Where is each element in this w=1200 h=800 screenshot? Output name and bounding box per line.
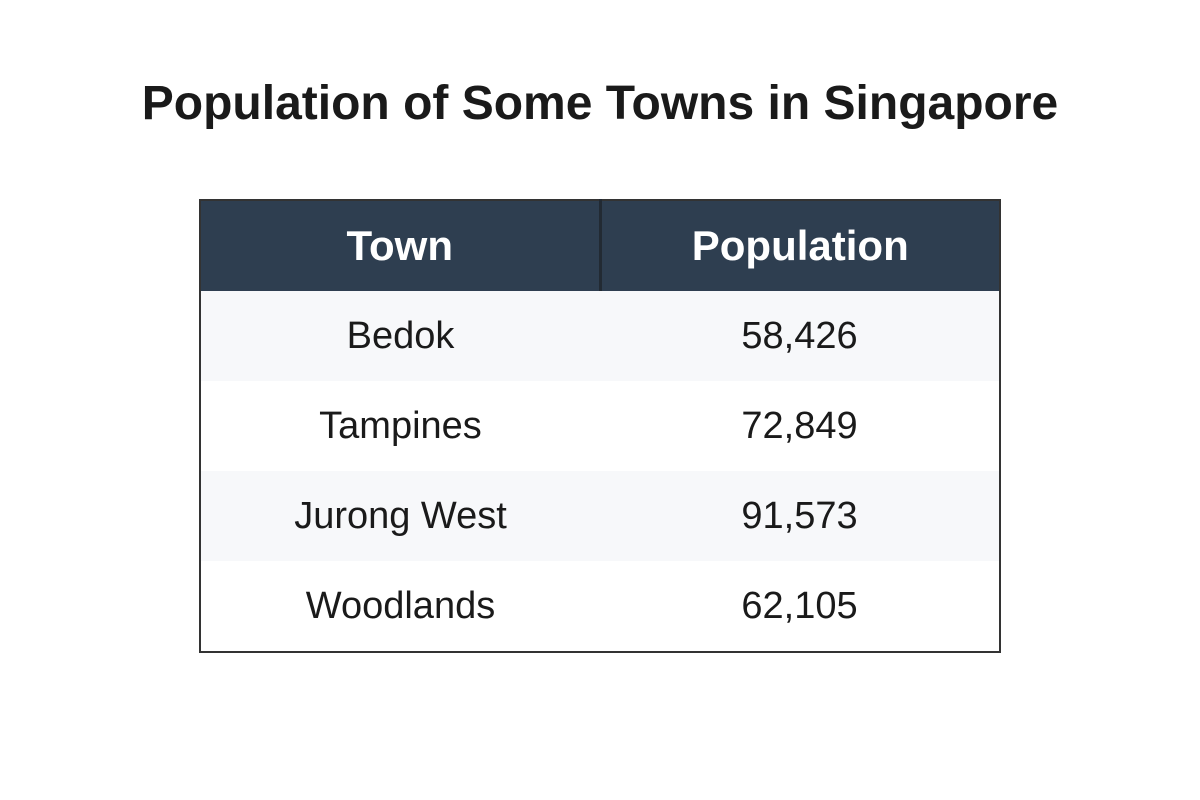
column-header-town: Town: [200, 200, 602, 291]
table-row: Bedok 58,426: [200, 291, 1000, 381]
table-row: Jurong West 91,573: [200, 471, 1000, 561]
table-row: Tampines 72,849: [200, 381, 1000, 471]
population-cell: 72,849: [600, 381, 1000, 471]
population-table: Town Population Bedok 58,426 Tampines 72…: [199, 199, 1001, 653]
table-header-row: Town Population: [200, 200, 1000, 291]
population-cell: 91,573: [600, 471, 1000, 561]
population-cell: 62,105: [600, 561, 1000, 652]
table-row: Woodlands 62,105: [200, 561, 1000, 652]
page-title: Population of Some Towns in Singapore: [141, 77, 1059, 130]
town-cell: Woodlands: [200, 561, 600, 652]
column-header-population: Population: [600, 200, 1000, 291]
town-cell: Tampines: [200, 381, 600, 471]
town-cell: Jurong West: [200, 471, 600, 561]
population-cell: 58,426: [600, 291, 1000, 381]
town-cell: Bedok: [200, 291, 600, 381]
